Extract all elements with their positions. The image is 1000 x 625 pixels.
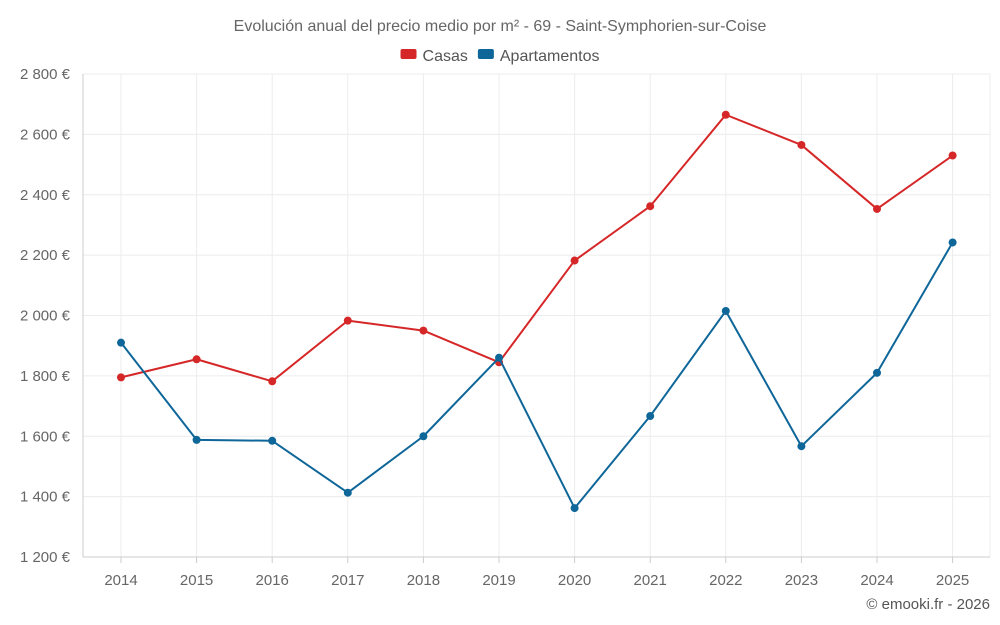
x-tick-label: 2020 xyxy=(558,572,591,589)
data-point[interactable] xyxy=(948,238,957,247)
data-point[interactable] xyxy=(646,202,655,211)
data-point[interactable] xyxy=(721,306,730,315)
y-tick-label: 1 600 € xyxy=(20,428,71,445)
data-point[interactable] xyxy=(948,151,957,160)
chart-title: Evolución anual del precio medio por m² … xyxy=(234,18,767,35)
data-point[interactable] xyxy=(797,140,806,149)
data-point[interactable] xyxy=(873,368,881,377)
data-point[interactable] xyxy=(343,488,352,497)
x-tick-label: 2017 xyxy=(331,572,364,589)
y-tick-label: 1 400 € xyxy=(20,489,71,506)
data-point[interactable] xyxy=(419,432,428,441)
data-point[interactable] xyxy=(646,412,655,421)
x-tick-label: 2018 xyxy=(407,572,440,589)
data-point[interactable] xyxy=(192,435,201,444)
data-point[interactable] xyxy=(343,316,352,325)
y-tick-label: 2 000 € xyxy=(20,308,71,325)
legend-swatch xyxy=(477,49,494,59)
legend: Casas Apartamentos xyxy=(400,48,600,65)
y-tick-label: 2 400 € xyxy=(20,187,71,204)
x-tick-label: 2021 xyxy=(634,572,667,589)
x-tick-label: 2025 xyxy=(936,572,969,589)
y-axis: 1 200 € 1 400 € 1 600 € 1 800 € 2 000 € 2 200… xyxy=(20,66,84,566)
data-point[interactable] xyxy=(873,204,881,213)
series-line xyxy=(120,241,954,510)
x-tick-label: 2024 xyxy=(860,572,893,589)
data-point[interactable] xyxy=(495,353,503,362)
x-tick-label: 2022 xyxy=(709,572,742,589)
y-tick-label: 1 200 € xyxy=(20,549,71,566)
series-apartamentos xyxy=(117,238,957,513)
data-point[interactable] xyxy=(192,355,201,364)
x-tick-label: 2015 xyxy=(180,572,213,589)
legend-label: Apartamentos xyxy=(500,48,600,65)
data-point[interactable] xyxy=(570,504,579,513)
data-point[interactable] xyxy=(268,436,277,445)
legend-swatch xyxy=(400,49,417,59)
credit-text: © emooki.fr - 2026 xyxy=(866,596,990,613)
data-point[interactable] xyxy=(797,442,806,451)
x-tick-label: 2014 xyxy=(104,572,137,589)
grid xyxy=(83,73,991,557)
y-tick-label: 2 800 € xyxy=(20,66,71,83)
data-point[interactable] xyxy=(721,110,730,119)
data-point[interactable] xyxy=(419,326,428,335)
data-point[interactable] xyxy=(570,256,579,265)
data-point[interactable] xyxy=(117,373,125,382)
x-tick-label: 2016 xyxy=(256,572,289,589)
y-tick-label: 1 800 € xyxy=(20,368,71,385)
x-tick-label: 2023 xyxy=(785,572,818,589)
data-point[interactable] xyxy=(117,338,125,347)
y-tick-label: 2 200 € xyxy=(20,247,71,264)
y-tick-label: 2 600 € xyxy=(20,126,71,143)
legend-label: Casas xyxy=(423,48,468,65)
x-tick-label: 2019 xyxy=(482,572,515,589)
x-axis: 2014 2015 2016 2017 2018 2019 2020 2021 2022 2023… xyxy=(83,556,990,589)
series-layer xyxy=(117,110,957,513)
series-casas xyxy=(117,110,957,386)
data-point[interactable] xyxy=(268,377,277,386)
series-line xyxy=(120,113,954,383)
